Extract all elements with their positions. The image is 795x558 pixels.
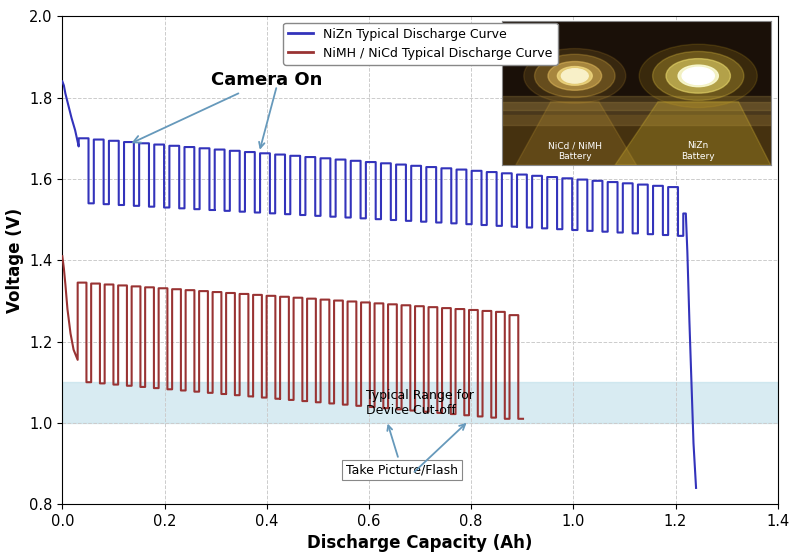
Y-axis label: Voltage (V): Voltage (V) <box>6 208 24 313</box>
Bar <box>62 382 778 423</box>
Text: Typical Range for
Device Cut-off: Typical Range for Device Cut-off <box>366 388 475 416</box>
Text: Camera On: Camera On <box>133 71 322 143</box>
Text: Take Picture/Flash: Take Picture/Flash <box>346 425 458 477</box>
X-axis label: Discharge Capacity (Ah): Discharge Capacity (Ah) <box>308 535 533 552</box>
Legend: NiZn Typical Discharge Curve, NiMH / NiCd Typical Discharge Curve: NiZn Typical Discharge Curve, NiMH / NiC… <box>283 22 557 65</box>
